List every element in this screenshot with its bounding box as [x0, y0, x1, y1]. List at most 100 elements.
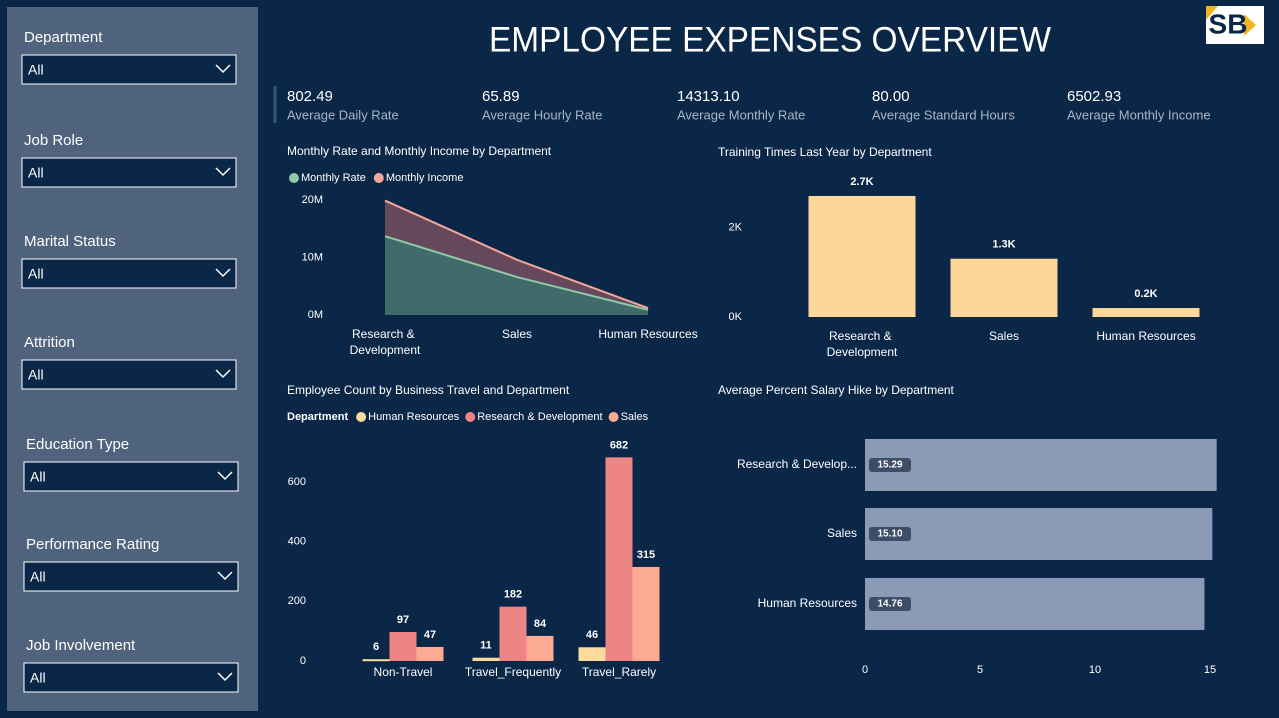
data-label-box [869, 597, 911, 611]
data-label: 1.3K [992, 239, 1015, 251]
kpi-value: 6502.93 [1067, 88, 1121, 105]
legend-label: Monthly Rate [301, 172, 366, 184]
bar [950, 258, 1058, 317]
x-tick-label: Travel_Frequently [465, 665, 561, 679]
legend-label: Research & Development [477, 411, 602, 423]
sidebar [7, 7, 258, 711]
filter-dropdown[interactable] [23, 561, 239, 592]
bar [389, 632, 417, 661]
kpi-label: Average Hourly Rate [482, 107, 602, 122]
x-tick-label: Research & Development [827, 329, 898, 359]
legend-title: Department [287, 411, 348, 423]
filter-value: All [28, 367, 44, 383]
bar [472, 657, 500, 661]
legend-marker [356, 412, 367, 422]
filter-label: Job Involvement [26, 637, 136, 654]
logo-text: SB [1209, 8, 1248, 39]
y-tick-label: 20M [302, 194, 323, 206]
legend-label: Monthly Income [386, 172, 464, 184]
chart-title: Monthly Rate and Monthly Income by Depar… [287, 144, 552, 158]
data-label: 14.76 [877, 599, 902, 610]
filter-value: All [30, 670, 46, 686]
bar [526, 635, 554, 661]
data-label-box [869, 458, 911, 472]
filter-dropdown[interactable] [23, 662, 239, 693]
y-tick-label: Research & Develop... [737, 457, 857, 471]
data-label: 97 [397, 614, 409, 626]
bar [808, 195, 916, 317]
kpi-value: 14313.10 [677, 88, 740, 105]
bar [416, 646, 444, 661]
kpi-label: Average Standard Hours [872, 107, 1015, 122]
filter-dropdown[interactable] [21, 54, 237, 85]
legend-marker [289, 173, 299, 183]
dropdown-arrow [217, 672, 233, 682]
bar [1092, 308, 1200, 317]
chart-title: Employee Count by Business Travel and De… [287, 383, 570, 397]
filter-dropdown[interactable] [21, 359, 237, 390]
data-label: 182 [504, 589, 522, 601]
x-tick-label: Human Resources [1096, 329, 1195, 343]
data-label: 15.29 [877, 460, 902, 471]
dropdown-arrow [215, 64, 231, 74]
filter-label: Marital Status [24, 233, 116, 250]
y-tick-label: 0M [308, 309, 323, 321]
x-tick-label: Sales [502, 327, 532, 341]
filter-value: All [28, 165, 44, 181]
x-tick-label: Non-Travel [374, 665, 433, 679]
legend-label: Sales [621, 411, 649, 423]
bar [499, 606, 527, 661]
kpi-value: 802.49 [287, 88, 333, 105]
bar [578, 647, 606, 661]
data-label: 15.10 [877, 529, 902, 540]
data-label: 0.2K [1134, 288, 1157, 300]
bar [632, 566, 660, 661]
data-label: 46 [586, 629, 598, 641]
legend-marker [608, 412, 619, 422]
legend-label: Human Resources [368, 411, 460, 423]
area-line [384, 235, 649, 311]
legend-marker [465, 412, 476, 422]
area-fill [385, 236, 648, 315]
filter-label: Education Type [26, 436, 129, 453]
y-tick-label: 10M [302, 251, 323, 263]
x-tick-label: 10 [1089, 664, 1101, 676]
kpi-value: 65.89 [482, 88, 520, 105]
bar [605, 457, 633, 661]
dropdown-arrow [215, 369, 231, 379]
x-tick-label: 5 [977, 664, 983, 676]
data-label: 84 [534, 618, 547, 630]
area-line [384, 199, 649, 310]
kpi-label: Average Monthly Income [1067, 107, 1211, 122]
bar [865, 439, 1217, 491]
y-tick-label: Sales [827, 526, 857, 540]
data-label: 6 [373, 641, 379, 653]
dropdown-arrow [215, 167, 231, 177]
filter-label: Performance Rating [26, 536, 159, 553]
filter-value: All [30, 469, 46, 485]
data-label-box [869, 527, 911, 541]
filter-value: All [28, 62, 44, 78]
filter-dropdown[interactable] [21, 157, 237, 188]
legend-marker [373, 173, 384, 183]
dropdown-arrow [217, 471, 233, 481]
filter-dropdown[interactable] [21, 258, 237, 289]
logo-accent [1206, 6, 1256, 36]
chart-title: Average Percent Salary Hike by Departmen… [718, 383, 955, 397]
page-title: EMPLOYEE EXPENSES OVERVIEW [489, 20, 1051, 59]
data-label: 11 [480, 640, 492, 652]
dropdown-arrow [215, 268, 231, 278]
y-tick-label: 0 [300, 655, 306, 667]
bar [362, 659, 390, 662]
data-label: 682 [610, 439, 628, 451]
x-tick-label: Sales [989, 329, 1019, 343]
filter-dropdown[interactable] [23, 461, 239, 492]
chart-title: Training Times Last Year by Department [718, 145, 932, 159]
filter-value: All [28, 266, 44, 282]
data-label: 2.7K [850, 176, 873, 188]
x-tick-label: Human Resources [598, 327, 697, 341]
y-tick-label: Human Resources [758, 596, 857, 610]
kpi-value: 80.00 [872, 88, 910, 105]
